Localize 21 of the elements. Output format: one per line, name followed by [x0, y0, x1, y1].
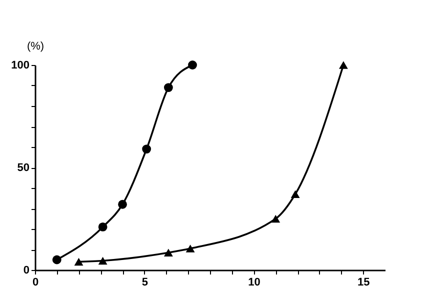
point [188, 60, 197, 70]
point [186, 244, 195, 252]
x-tick-label: 5 [142, 276, 148, 288]
point [338, 61, 348, 69]
point [74, 258, 84, 266]
point [271, 214, 280, 223]
x-tick-label: 0 [32, 276, 39, 288]
point [290, 190, 300, 198]
point [118, 200, 127, 209]
x-tick-label: 15 [358, 276, 370, 288]
point [164, 83, 173, 92]
point [52, 255, 62, 264]
point [98, 222, 108, 232]
x-tick-label: 10 [248, 276, 260, 288]
y-tick-label: 100 [11, 60, 30, 72]
y-axis-title: (%) [26, 40, 44, 52]
point [164, 248, 173, 256]
y-tick-label: 0 [23, 264, 30, 276]
point [142, 144, 152, 154]
point [98, 256, 108, 265]
y-tick-label: 50 [17, 162, 30, 174]
